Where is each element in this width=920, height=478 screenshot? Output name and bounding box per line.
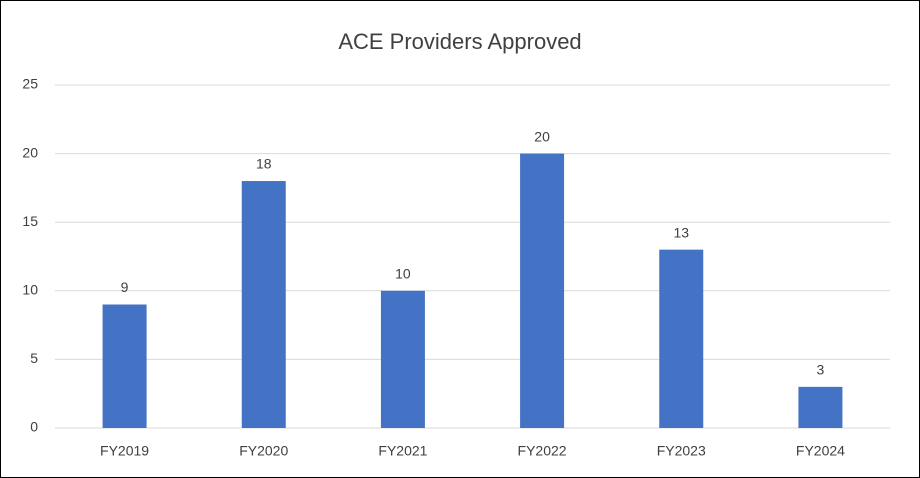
bar	[380, 290, 425, 428]
bar	[520, 153, 565, 428]
bar	[659, 249, 704, 428]
y-tick-label: 15	[22, 213, 38, 229]
x-tick-label: FY2019	[100, 443, 149, 459]
y-tick-label: 25	[22, 76, 38, 92]
y-tick-label: 0	[30, 419, 38, 435]
chart-title: ACE Providers Approved	[338, 29, 581, 54]
x-tick-label: FY2022	[518, 443, 567, 459]
bar	[241, 181, 286, 428]
data-label: 13	[673, 224, 689, 240]
x-tick-label: FY2021	[378, 443, 427, 459]
y-tick-label: 10	[22, 282, 38, 298]
x-tick-label: FY2023	[657, 443, 706, 459]
bar	[102, 304, 147, 428]
data-label: 3	[817, 362, 825, 378]
bar	[798, 386, 843, 428]
x-tick-label: FY2024	[796, 443, 845, 459]
data-label: 18	[256, 156, 272, 172]
data-label: 20	[534, 128, 550, 144]
x-tick-label: FY2020	[239, 443, 288, 459]
data-label: 9	[121, 279, 129, 295]
y-tick-label: 5	[30, 350, 38, 366]
y-tick-label: 20	[22, 144, 38, 160]
data-label: 10	[395, 266, 411, 282]
